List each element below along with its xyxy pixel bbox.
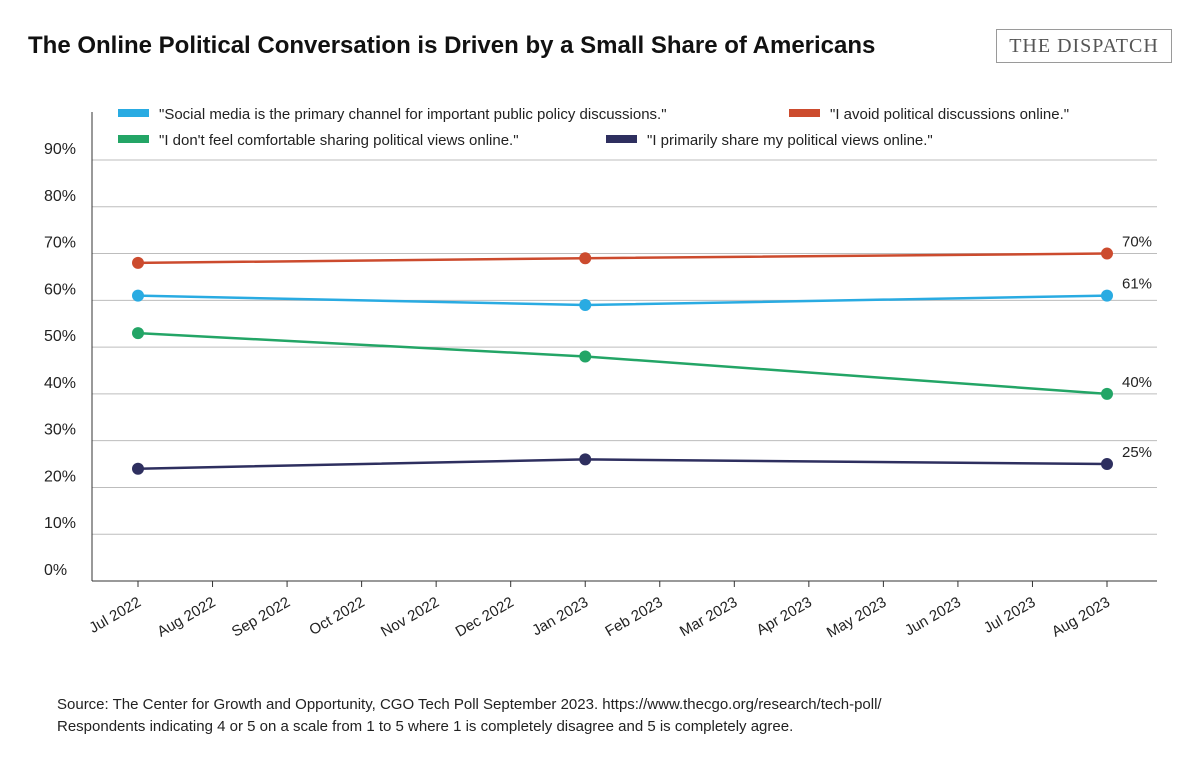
- data-point: [579, 299, 592, 312]
- data-label: 70%: [1122, 234, 1152, 251]
- y-tick-label: 80%: [44, 188, 76, 205]
- legend: "Social media is the primary channel for…: [118, 106, 1069, 149]
- legend-label: "Social media is the primary channel for…: [159, 106, 667, 123]
- source-line-2: Respondents indicating 4 or 5 on a scale…: [57, 718, 794, 735]
- x-tick-label: Mar 2023: [677, 594, 740, 640]
- x-tick-label: May 2023: [824, 594, 890, 642]
- series-line: [137, 331, 1108, 396]
- y-tick-label: 0%: [44, 562, 67, 579]
- data-point: [132, 327, 144, 340]
- series-line: [137, 458, 1108, 470]
- x-tick-label: Jul 2022: [86, 594, 144, 637]
- data-label: 61%: [1122, 276, 1152, 293]
- source-note: Source: The Center for Growth and Opport…: [57, 694, 882, 738]
- brand-logo: THE DISPATCH: [996, 29, 1172, 63]
- x-tick-label: Jan 2023: [529, 594, 591, 640]
- x-tick-label: Sep 2022: [229, 594, 293, 641]
- legend-swatch: [118, 135, 149, 143]
- source-line-1: Source: The Center for Growth and Opport…: [57, 696, 882, 713]
- chart-title: The Online Political Conversation is Dri…: [28, 32, 876, 59]
- axes: [91, 112, 1157, 582]
- y-tick-label: 90%: [44, 141, 76, 158]
- x-axis-ticks: Jul 2022 Aug 2022 Sep 2022 Oct 2022 Nov 2022…: [86, 581, 1113, 641]
- data-point: [1101, 247, 1113, 260]
- series-line: [137, 252, 1108, 265]
- data-label: 40%: [1122, 374, 1152, 391]
- x-tick-label: Apr 2023: [754, 594, 815, 639]
- x-tick-label: Jul 2023: [981, 594, 1039, 637]
- legend-label: "I don't feel comfortable sharing politi…: [159, 132, 519, 149]
- x-tick-label: Aug 2023: [1049, 594, 1113, 641]
- y-tick-label: 10%: [44, 515, 76, 532]
- legend-label: "I primarily share my political views on…: [647, 132, 933, 149]
- x-tick-label: Dec 2022: [453, 594, 517, 641]
- legend-swatch: [118, 109, 149, 117]
- data-point: [579, 453, 592, 466]
- y-axis-ticks: 0% 10% 20% 30% 40% 50% 60% 70% 80% 90%: [44, 141, 76, 579]
- y-tick-label: 20%: [44, 468, 76, 485]
- x-tick-label: Jun 2023: [902, 594, 964, 640]
- data-label: 25%: [1122, 444, 1152, 461]
- x-tick-label: Feb 2023: [602, 594, 665, 640]
- y-tick-label: 60%: [44, 281, 76, 298]
- x-tick-label: Aug 2022: [154, 594, 218, 641]
- legend-swatch: [789, 109, 820, 117]
- data-point: [1101, 387, 1113, 400]
- data-point: [579, 350, 592, 363]
- legend-swatch: [606, 135, 637, 143]
- data-point: [132, 462, 144, 475]
- data-point: [132, 256, 144, 269]
- data-point: [132, 289, 144, 302]
- legend-label: "I avoid political discussions online.": [830, 106, 1069, 123]
- gridlines: [92, 159, 1157, 535]
- y-tick-label: 70%: [44, 235, 76, 252]
- data-point: [579, 252, 592, 265]
- y-tick-label: 40%: [44, 375, 76, 392]
- data-series: 61% 70% 40% 25%: [132, 234, 1152, 475]
- line-chart: 0%10%20%30%40%50%60%70%80%90% Jul 2022 Au…: [44, 106, 1157, 641]
- y-tick-label: 50%: [44, 328, 76, 345]
- x-tick-label: Nov 2022: [378, 594, 442, 641]
- x-tick-label: Oct 2022: [306, 594, 367, 639]
- data-point: [1101, 458, 1113, 471]
- y-tick-label: 30%: [44, 422, 76, 439]
- data-point: [1101, 289, 1113, 302]
